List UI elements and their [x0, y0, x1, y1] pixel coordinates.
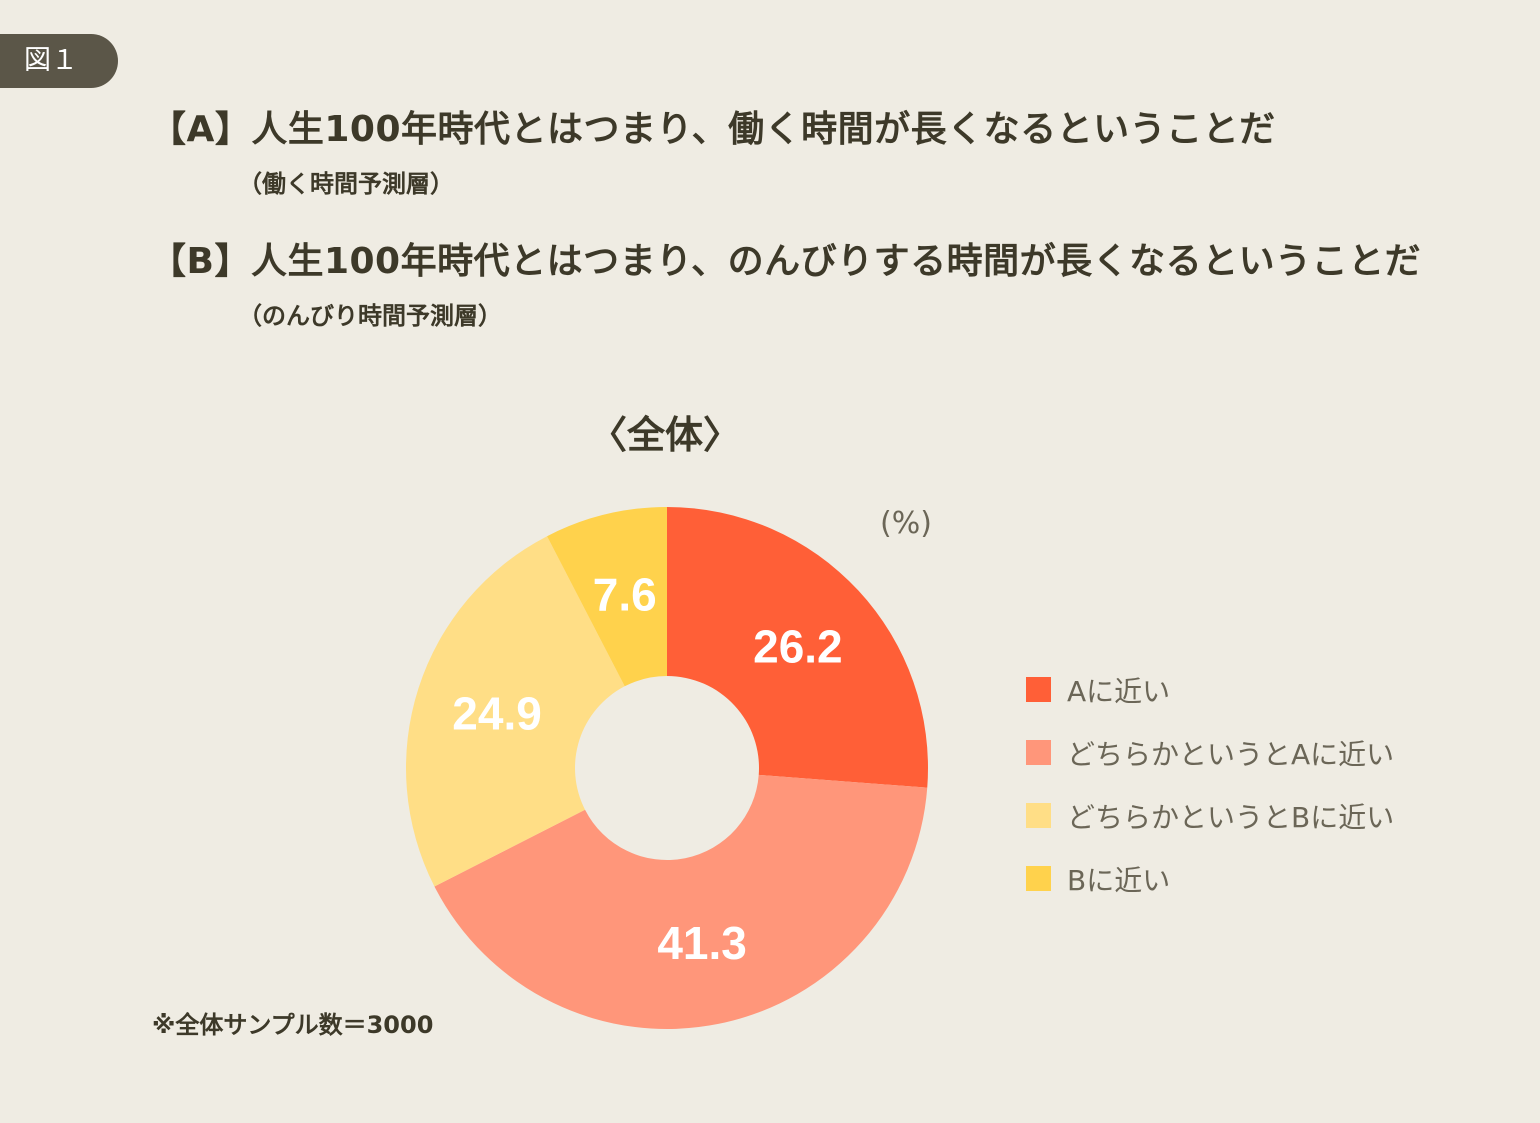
legend-label-3: どちらかというとBに近い	[1067, 800, 1395, 834]
unit-label: (%)	[880, 506, 932, 541]
figure-label: 図１	[0, 34, 118, 88]
legend-item-4: Bに近い	[1026, 847, 1394, 910]
donut-slice-4	[547, 507, 667, 687]
slice-value-label-3: 24.9	[452, 687, 542, 739]
legend-item-2: どちらかというとAに近い	[1026, 721, 1394, 784]
legend-swatch-2	[1026, 740, 1051, 765]
statement-a: 【A】人生100年時代とはつまり、働く時間が長くなるということだ （働く時間予測…	[150, 100, 1276, 199]
donut-slice-2	[434, 774, 928, 1029]
slice-value-label-1: 26.2	[753, 621, 843, 673]
donut-slice-1	[667, 507, 928, 788]
legend-swatch-4	[1026, 866, 1051, 891]
statement-b: 【B】人生100年時代とはつまり、のんびりする時間が長くなるということだ （のん…	[150, 232, 1421, 331]
legend-item-1: Aに近い	[1026, 658, 1394, 721]
legend-label-4: Bに近い	[1067, 863, 1171, 897]
statement-a-title: 【A】人生100年時代とはつまり、働く時間が長くなるということだ	[150, 109, 1276, 150]
slice-value-label-4: 7.6	[593, 569, 657, 621]
legend-label-1: Aに近い	[1067, 674, 1171, 708]
chart-title: 〈全体〉	[588, 413, 741, 457]
legend: Aに近いどちらかというとAに近い どちらかというとBに近い Bに近い	[1026, 658, 1394, 910]
statement-b-subtitle: （のんびり時間予測層）	[238, 302, 502, 330]
legend-item-3: どちらかというとBに近い	[1026, 784, 1394, 847]
legend-swatch-3	[1026, 803, 1051, 828]
statement-b-title: 【B】人生100年時代とはつまり、のんびりする時間が長くなるということだ	[150, 241, 1422, 282]
footnote: ※全体サンプル数＝3000	[152, 1011, 434, 1039]
legend-label-2: どちらかというとAに近い	[1067, 737, 1395, 771]
slice-value-label-2: 41.3	[657, 917, 747, 969]
legend-swatch-1	[1026, 677, 1051, 702]
statement-a-subtitle: （働く時間予測層）	[238, 170, 454, 198]
donut-slice-3	[406, 536, 625, 887]
